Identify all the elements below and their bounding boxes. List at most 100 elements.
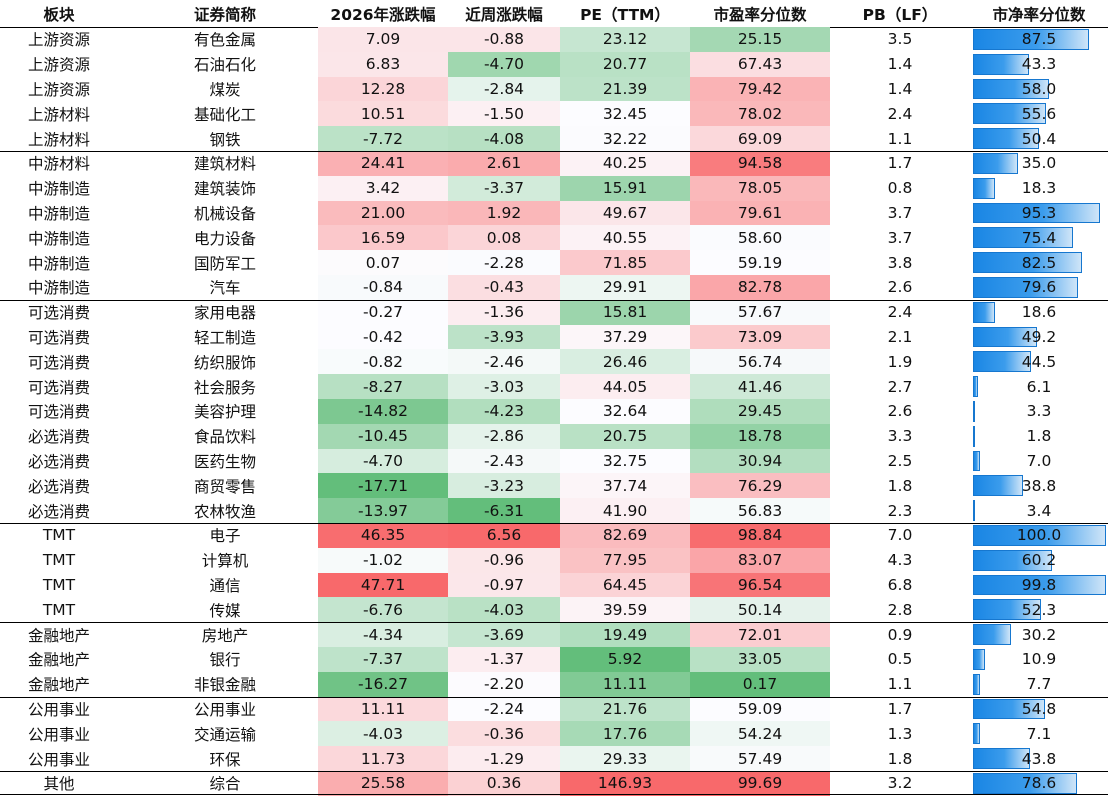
pb-lf-cell: 4.3 [887, 551, 913, 570]
sector-cell: 公用事业 [27, 750, 90, 769]
pb-lf-cell: 2.5 [887, 451, 913, 470]
pb-percentile-bar [973, 351, 1031, 373]
security-name-cell: 商贸零售 [193, 477, 256, 496]
sector-cell: 中游制造 [27, 180, 90, 199]
pb-percentile-label: 50.4 [1021, 129, 1057, 148]
pe-ttm-cell: 64.45 [560, 572, 690, 598]
pb-percentile-label: 44.5 [1021, 352, 1057, 371]
pb-lf-cell: 1.1 [887, 675, 913, 694]
sector-cell: 公用事业 [27, 725, 90, 744]
security-name-cell: 钢铁 [209, 130, 241, 149]
pb-percentile-bar [973, 599, 1042, 621]
security-name-cell: 基础化工 [193, 105, 256, 124]
pe-percentile-cell: 0.17 [690, 671, 830, 697]
pb-percentile-label: 49.2 [1021, 327, 1057, 346]
security-name-cell: 房地产 [201, 626, 249, 645]
pb-lf-cell: 1.8 [887, 749, 913, 768]
pb-lf-cell: 3.8 [887, 253, 913, 272]
ytd-change-cell: 46.35 [318, 523, 448, 548]
security-name-cell: 食品饮料 [193, 428, 256, 447]
pb-percentile-label: 35.0 [1021, 154, 1057, 173]
sector-cell: 可选消费 [27, 353, 90, 372]
pb-percentile-label: 82.5 [1021, 253, 1057, 272]
pb-percentile-label: 52.3 [1021, 600, 1057, 619]
pb-percentile-bar [973, 78, 1049, 100]
security-name-cell: 机械设备 [193, 204, 256, 223]
pb-percentile-label: 1.8 [1026, 427, 1052, 446]
pb-percentile-label: 3.4 [1026, 501, 1052, 520]
weekly-change-cell: -2.28 [448, 250, 560, 275]
sector-cell: 上游材料 [27, 105, 90, 124]
pb-percentile-label: 99.8 [1021, 575, 1057, 594]
ytd-change-cell: -4.34 [318, 622, 448, 647]
pe-ttm-cell: 17.76 [560, 721, 690, 747]
pe-percentile-cell: 50.14 [690, 597, 830, 623]
group-divider [0, 300, 1108, 301]
pb-percentile-bar [973, 326, 1037, 348]
weekly-change-cell: -0.88 [448, 27, 560, 52]
header-security-name: 证券简称 [193, 5, 256, 24]
pe-ttm-cell: 32.45 [560, 101, 690, 127]
pe-percentile-cell: 79.61 [690, 200, 830, 226]
pe-ttm-cell: 44.05 [560, 374, 690, 399]
pb-percentile-label: 7.0 [1026, 451, 1052, 470]
pb-percentile-bar [973, 475, 1023, 497]
weekly-change-cell: -2.86 [448, 423, 560, 449]
pb-percentile-label: 6.1 [1026, 377, 1052, 396]
sector-cell: 中游制造 [27, 254, 90, 273]
pe-percentile-cell: 67.43 [690, 51, 830, 77]
pb-percentile-label: 7.7 [1026, 675, 1052, 694]
ytd-change-cell: 6.83 [318, 51, 448, 77]
security-name-cell: 纺织服饰 [193, 353, 256, 372]
weekly-change-cell: 0.36 [448, 771, 560, 796]
pb-percentile-bar [973, 153, 1018, 174]
pe-ttm-cell: 32.75 [560, 448, 690, 474]
pb-lf-cell: 1.7 [887, 154, 913, 173]
sector-cell: TMT [42, 526, 76, 545]
pb-percentile-bar [973, 450, 980, 472]
ytd-change-cell: 24.41 [318, 151, 448, 176]
ytd-change-cell: -8.27 [318, 374, 448, 399]
pe-percentile-cell: 69.09 [690, 126, 830, 151]
weekly-change-cell: -3.37 [448, 175, 560, 201]
pb-lf-cell: 2.7 [887, 377, 913, 396]
pe-percentile-cell: 25.15 [690, 27, 830, 52]
sector-cell: 上游资源 [27, 56, 90, 75]
ytd-change-cell: 3.42 [318, 175, 448, 201]
weekly-change-cell: -6.31 [448, 498, 560, 523]
pe-ttm-cell: 20.75 [560, 423, 690, 449]
sector-cell: TMT [42, 551, 76, 570]
pb-percentile-bar [973, 301, 996, 323]
weekly-change-cell: -2.46 [448, 349, 560, 375]
pe-ttm-cell: 77.95 [560, 547, 690, 573]
pb-percentile-bar [973, 53, 1029, 75]
pe-ttm-cell: 29.91 [560, 275, 690, 300]
pb-percentile-bar [973, 252, 1083, 273]
pe-ttm-cell: 19.49 [560, 622, 690, 647]
pb-percentile-bar [973, 128, 1039, 149]
ytd-change-cell: 11.11 [318, 696, 448, 722]
security-name-cell: 国防军工 [193, 254, 256, 273]
pe-ttm-cell: 5.92 [560, 647, 690, 672]
group-divider [0, 523, 1108, 524]
sector-cell: 公用事业 [27, 700, 90, 719]
pe-percentile-cell: 54.24 [690, 721, 830, 747]
weekly-change-cell: -2.24 [448, 696, 560, 722]
pb-lf-cell: 1.7 [887, 699, 913, 718]
weekly-change-cell: -1.36 [448, 299, 560, 325]
pb-percentile-label: 43.3 [1021, 55, 1057, 74]
pb-lf-cell: 2.6 [887, 278, 913, 297]
pe-ttm-cell: 71.85 [560, 250, 690, 275]
pe-ttm-cell: 41.90 [560, 498, 690, 523]
pb-lf-cell: 7.0 [887, 526, 913, 545]
sector-cell: 可选消费 [27, 304, 90, 323]
security-name-cell: 电子 [209, 527, 241, 546]
security-name-cell: 传媒 [209, 601, 241, 620]
pb-percentile-label: 60.2 [1021, 551, 1057, 570]
pe-percentile-cell: 78.05 [690, 175, 830, 201]
pe-percentile-cell: 58.60 [690, 225, 830, 251]
pb-lf-cell: 2.6 [887, 402, 913, 421]
ytd-change-cell: -7.37 [318, 647, 448, 672]
pe-ttm-cell: 15.91 [560, 175, 690, 201]
ytd-change-cell: 47.71 [318, 572, 448, 598]
